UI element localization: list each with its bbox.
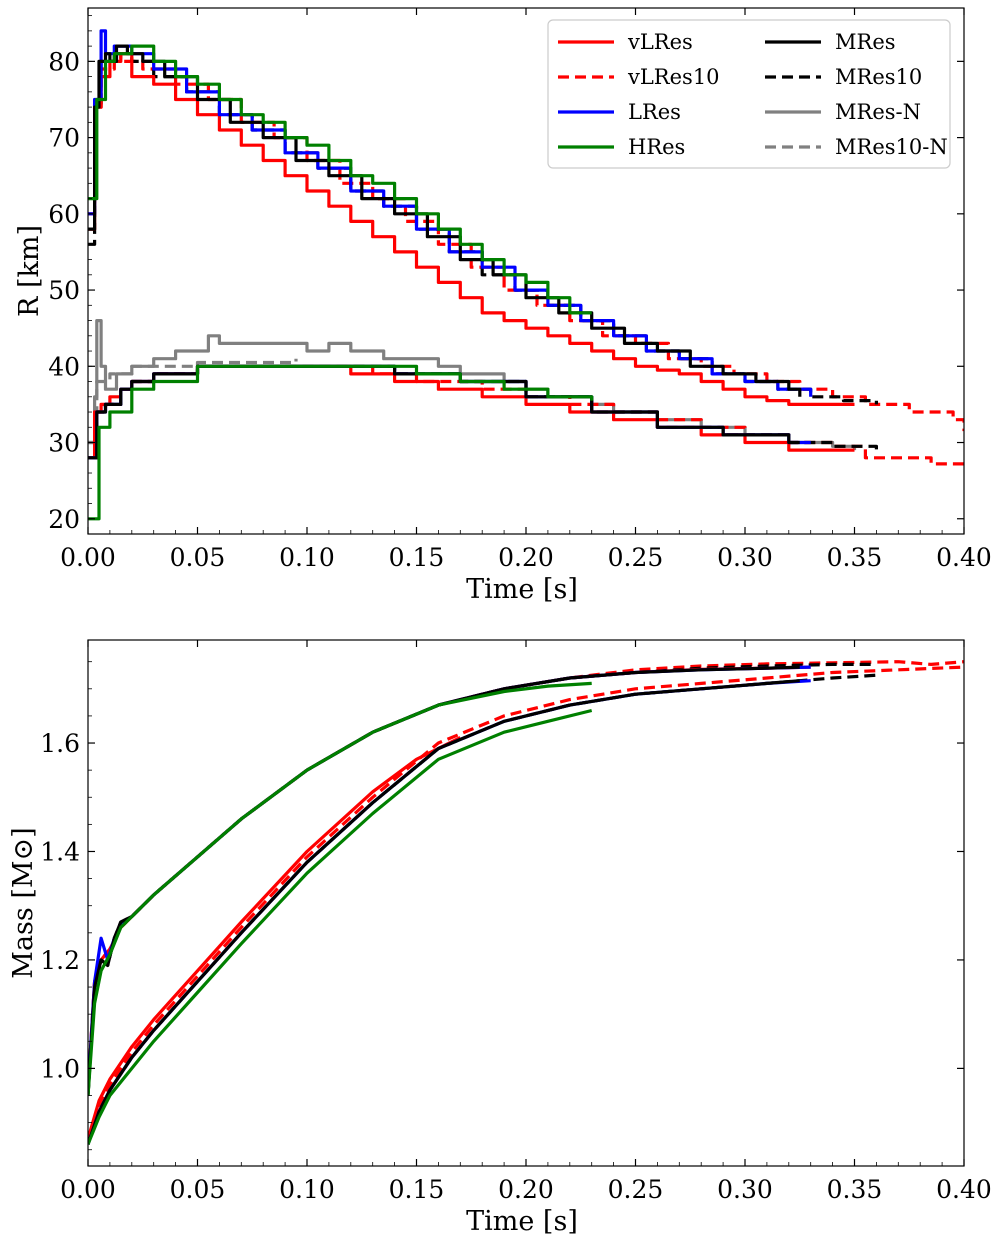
series-group [88, 660, 964, 1145]
series-line-upper-mres [88, 665, 800, 1096]
y-tick-label: 50 [48, 276, 80, 305]
x-tick-label: 0.30 [717, 543, 773, 572]
y-tick-label: 1.2 [40, 946, 80, 975]
legend-label: MRes-N [835, 100, 921, 124]
series-line-upper-hres [88, 681, 592, 1096]
y-tick-label: 1.4 [40, 837, 80, 866]
y-tick-label: 70 [48, 124, 80, 153]
series-line-lower-lres [88, 679, 811, 1145]
mass-chart: 0.00 0.05 0.10 0.15 0.20 0.25 0.30 0.35 0.40 1.0 1… [8, 639, 992, 1237]
x-tick-label: 0.15 [389, 543, 445, 572]
legend-label: vLRes [627, 30, 693, 54]
x-tick-label: 0.25 [608, 1175, 664, 1204]
x-tick-label: 0.20 [498, 543, 554, 572]
x-tick-label: 0.05 [170, 1175, 226, 1204]
series-group [88, 29, 964, 521]
legend-label: vLRes10 [627, 65, 720, 89]
x-tick-label: 0.25 [608, 543, 664, 572]
y-tick-label: 20 [48, 505, 80, 534]
x-tick-label: 0.00 [60, 1175, 116, 1204]
series-line-hres-inner [88, 364, 594, 521]
y-axis-label: Mass [M⊙] [8, 827, 39, 978]
legend-label: MRes [835, 30, 896, 54]
x-tick-label: 0.15 [389, 1175, 445, 1204]
plot-frame [87, 639, 965, 1167]
y-tick-label: 1.0 [40, 1054, 80, 1083]
y-axis-label: R [km] [14, 225, 45, 317]
x-tick-label: 0.10 [279, 1175, 335, 1204]
x-tick-label: 0.05 [170, 543, 226, 572]
y-tick-label: 80 [48, 47, 80, 76]
x-tick-label: 0.30 [717, 1175, 773, 1204]
legend-label: MRes10 [835, 65, 922, 89]
series-line-mres-n-inner [88, 319, 857, 451]
legend-label: LRes [628, 100, 681, 124]
legend-box [547, 19, 951, 169]
legend-label: MRes10-N [835, 135, 948, 159]
y-tick-label: 40 [48, 352, 80, 381]
series-line-lower-mres10 [88, 673, 877, 1145]
series-line-lower-mres [88, 679, 800, 1145]
x-tick-label: 0.00 [60, 543, 116, 572]
x-tick-label: 0.40 [936, 1175, 992, 1204]
series-line-lower-vlres10 [88, 665, 964, 1140]
y-tick-label: 60 [48, 200, 80, 229]
radius-chart: 0.00 0.05 0.10 0.15 0.20 0.25 0.30 0.35 0.40 20 30… [14, 7, 992, 605]
series-line-upper-vlres [88, 665, 811, 1091]
x-tick-label: 0.40 [936, 543, 992, 572]
series-line-vlres-outer [88, 52, 855, 406]
x-tick-label: 0.35 [827, 543, 883, 572]
series-line-mres10-n-inner [88, 358, 298, 445]
x-tick-label: 0.35 [827, 1175, 883, 1204]
series-line-lower-hres [88, 708, 593, 1145]
series-line-mres-outer [88, 44, 802, 397]
x-axis-label: Time [s] [466, 1206, 578, 1237]
legend-label: HRes [628, 135, 685, 159]
y-tick-label: 30 [48, 429, 80, 458]
x-tick-label: 0.20 [498, 1175, 554, 1204]
legend: vLRes MRes vLRes10 MRes10 LRes MRes-N HRes MRes… [547, 19, 951, 169]
series-line-lower-vlres [88, 736, 462, 1140]
x-tick-label: 0.10 [279, 543, 335, 572]
y-tick-label: 1.6 [40, 729, 80, 758]
x-axis-label: Time [s] [466, 574, 578, 605]
series-line-upper-lres [88, 665, 811, 1091]
series-line-hres-outer [88, 44, 592, 315]
